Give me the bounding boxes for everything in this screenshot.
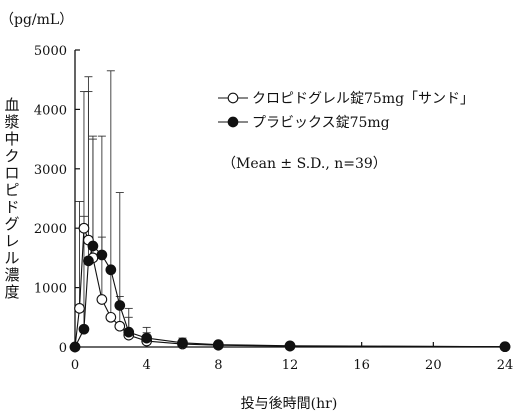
data-point-series-2 [177,337,188,349]
axes: 0 1000 2000 3000 4000 5000 0 4 8 12 16 20 24 [34,44,513,373]
series-lines [74,228,506,348]
legend-marker [227,92,239,104]
error-bars [75,70,509,347]
data-point-series-1 [74,303,85,314]
x-tick-label: 16 [353,358,370,373]
data-point-series-2 [114,300,126,311]
data-point-series-2 [83,255,94,267]
data-point-series-1 [96,294,108,305]
y-axis-label-char: 漿 [4,113,19,131]
data-point-series-2 [87,240,99,252]
y-axis-label-char: ド [4,198,19,216]
y-tick-label: 3000 [34,163,67,178]
data-point-series-1 [78,222,90,234]
data-point-series-2 [78,323,90,335]
data-point-series-1 [114,320,126,332]
y-tick-label: 5000 [34,44,67,59]
y-tick-label: 4000 [34,103,67,118]
stats-note: （Mean ± S.D., n=39） [222,156,387,172]
x-axis-label: 投与後時間(hr) [241,396,338,412]
legend-label: クロピドグレル錠75mg「サンド」 [252,91,474,107]
series-markers [69,222,511,353]
y-axis-label-char: ピ [4,181,19,199]
y-axis-label-char: ク [4,147,19,165]
series-line-2 [74,244,506,348]
data-point-series-2 [141,332,153,344]
legend-label: プラビックス錠75mg [252,115,390,131]
data-point-series-2 [212,339,224,350]
x-tick-label: 12 [282,358,299,373]
y-tick-label: 0 [59,341,67,356]
legend: クロピドグレル錠75mg「サンド」プラビックス錠75mg （Mean ± S.D.… [218,91,474,172]
data-point-series-2 [499,341,511,353]
y-axis-label-char: レ [4,232,19,250]
x-tick-label: 4 [143,358,151,373]
y-axis-label-char: 中 [4,130,19,148]
y-tick-label: 1000 [34,282,67,297]
unit-label: （pg/mL） [0,12,73,28]
y-axis-label-char: 血 [4,96,19,114]
y-axis-label-char: 濃 [4,266,19,284]
data-point-series-2 [69,341,81,353]
data-point-series-2 [123,326,135,338]
y-axis-label-char: ロ [4,164,19,182]
legend-marker [227,116,239,128]
y-axis-label-char: 度 [4,283,19,301]
series-line-1 [74,228,506,348]
y-tick-label: 2000 [34,222,67,237]
data-point-series-2 [284,340,296,352]
y-axis-label-char: ル [4,249,19,267]
x-tick-label: 24 [497,358,514,373]
data-point-series-2 [96,249,108,261]
x-tick-label: 0 [71,358,79,373]
data-point-series-1 [105,311,117,323]
y-axis-label-char: グ [4,215,19,233]
x-tick-label: 8 [214,358,222,373]
data-point-series-2 [105,264,117,276]
x-tick-label: 20 [425,358,442,373]
